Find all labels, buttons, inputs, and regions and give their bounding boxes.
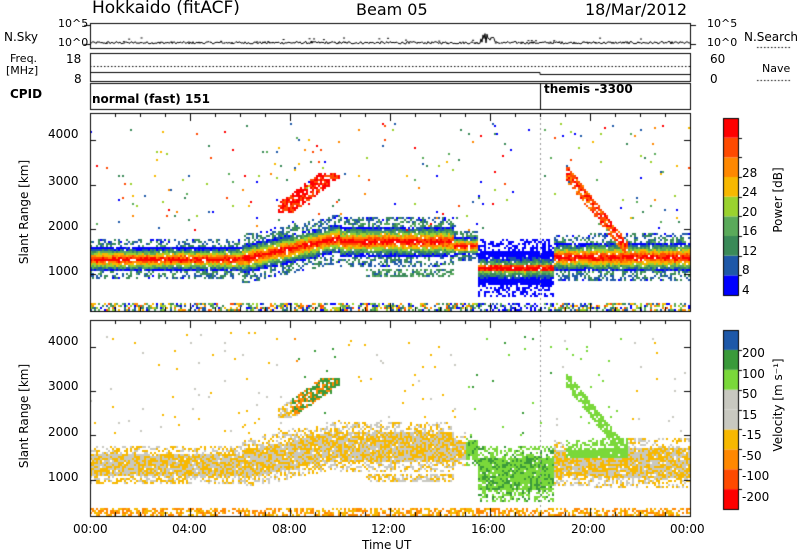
xtick-1600: 16:00 [471,522,506,536]
power-cbar-tick-8: 8 [742,263,750,277]
velocity-ytick-1000: 1000 [48,470,79,484]
power-cbar-tick-20: 20 [742,205,758,219]
freq-label: Freq. [10,52,38,65]
velocity-cbar-tick-minus100: -100 [742,469,770,483]
nsearch-tick-high: 10^5 [707,17,738,30]
nsearch-tick-low: 10^0 [707,36,738,49]
freq-tick-low: 8 [74,72,82,86]
freq-unit-label: [MHz] [6,64,39,77]
beam-label: Beam 05 [356,0,428,19]
nsky-tick-low: 10^0 [58,36,89,49]
freq-tick-high: 18 [66,52,82,66]
power-ytick-2000: 2000 [48,219,79,233]
velocity-cbar-tick-minus200: -200 [742,490,770,504]
date-label: 18/Mar/2012 [585,0,688,19]
velocity-ytick-3000: 3000 [48,379,79,393]
cpid-label: CPID [10,87,43,101]
power-ylabel: Slant Range [km] [17,159,31,265]
nsky-label: N.Sky [4,30,39,44]
nsearch-label: N.Search [744,30,799,44]
station-title: Hokkaido (fitACF) [92,0,240,18]
xtick-0400: 04:00 [172,522,207,536]
power-cbar-tick-28: 28 [742,166,758,180]
xaxis-label: Time UT [362,538,412,552]
velocity-ytick-4000: 4000 [48,334,79,348]
power-cbar-tick-4: 4 [742,283,750,297]
power-ytick-3000: 3000 [48,174,79,188]
velocity-cbar-tick-minus50: -50 [742,449,762,463]
nave-tick-low: 0 [710,72,718,86]
power-colorbar-label: Power [dB] [771,167,785,233]
velocity-cbar-tick-100: 100 [742,367,765,381]
xtick-0800: 08:00 [272,522,307,536]
power-cbar-tick-12: 12 [742,244,758,258]
xtick-0000: 00:00 [73,522,108,536]
velocity-ylabel: Slant Range [km] [17,363,31,469]
velocity-ytick-2000: 2000 [48,425,79,439]
xtick-2400: 00:00 [670,522,705,536]
velocity-cbar-tick-15: 15 [742,408,758,422]
power-ytick-4000: 4000 [48,127,79,141]
power-cbar-tick-16: 16 [742,224,758,238]
nsky-tick-high: 10^5 [58,17,89,30]
velocity-cbar-tick-minus15: -15 [742,428,762,442]
velocity-cbar-tick-200: 200 [742,346,765,360]
power-cbar-tick-24: 24 [742,185,758,199]
nave-tick-high: 60 [710,52,726,66]
velocity-colorbar-label: Velocity [m s⁻¹] [771,358,785,452]
velocity-cbar-tick-50: 50 [742,387,758,401]
power-ytick-1000: 1000 [48,264,79,278]
xtick-1200: 12:00 [371,522,406,536]
cpid-segment-normal: normal (fast) 151 [92,92,210,106]
xtick-2000: 20:00 [571,522,606,536]
cpid-segment-themis: themis -3300 [544,82,633,96]
nave-label: Nave [762,62,791,75]
